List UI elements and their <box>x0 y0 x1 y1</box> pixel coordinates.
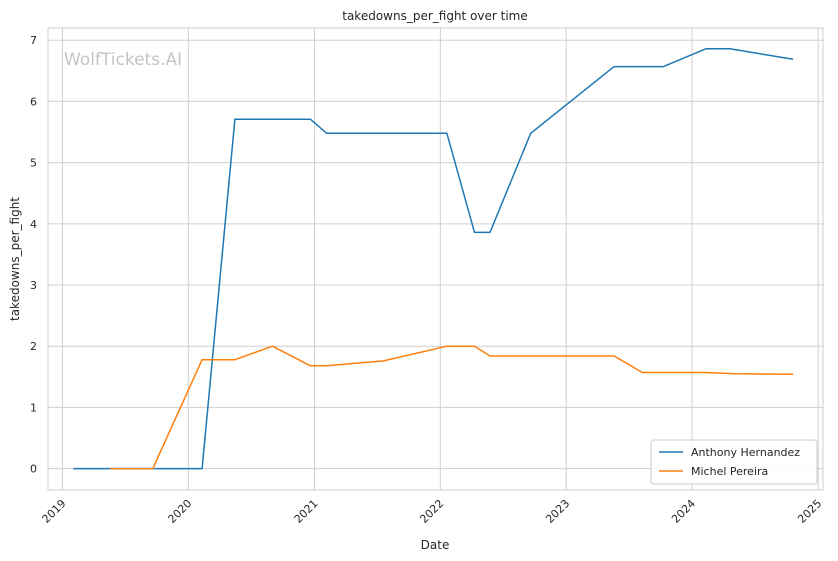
x-tick-label: 2019 <box>40 497 69 526</box>
x-tick-label: 2020 <box>165 497 194 526</box>
series-lines <box>73 48 794 470</box>
y-tick-label: 1 <box>30 401 37 414</box>
y-tick-label: 4 <box>30 218 37 231</box>
y-tick-label: 2 <box>30 340 37 353</box>
x-axis-ticks: 2019 2020 2021 2022 2023 2024 2025 <box>40 497 825 526</box>
x-tick-label: 2021 <box>292 497 321 526</box>
y-tick-label: 3 <box>30 279 37 292</box>
legend: Anthony Hernandez Michel Pereira <box>650 439 818 485</box>
legend-label-0: Anthony Hernandez <box>691 446 800 459</box>
series-line-anthony-hernandez <box>73 48 794 470</box>
x-tick-label: 2023 <box>543 497 572 526</box>
plot-background <box>48 28 823 490</box>
x-tick-label: 2024 <box>669 497 698 526</box>
y-axis-ticks: 0 1 2 3 4 5 6 7 <box>30 34 37 475</box>
x-axis-label: Date <box>421 538 450 552</box>
grid-lines <box>48 28 823 490</box>
x-tick-label: 2025 <box>795 497 824 526</box>
series-line-michel-pereira <box>110 345 794 470</box>
watermark: WolfTickets.AI <box>64 50 182 70</box>
plot-frame <box>47 27 824 491</box>
y-axis-label: takedowns_per_fight <box>8 197 22 321</box>
y-tick-label: 5 <box>30 157 37 170</box>
legend-label-1: Michel Pereira <box>691 465 768 478</box>
y-tick-label: 6 <box>30 95 37 108</box>
chart-title: takedowns_per_fight over time <box>342 9 528 23</box>
y-tick-label: 0 <box>30 463 37 476</box>
y-tick-label: 7 <box>30 34 37 47</box>
x-tick-label: 2022 <box>417 497 446 526</box>
legend-box <box>650 439 818 485</box>
